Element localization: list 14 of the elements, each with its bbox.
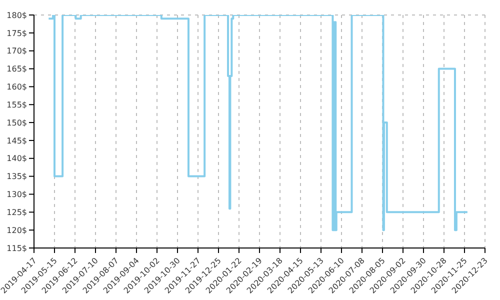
y-tick-label: 140$	[6, 154, 27, 164]
y-tick-label: 150$	[6, 118, 27, 128]
y-tick-label: 115$	[6, 244, 27, 253]
y-tick-label: 125$	[6, 208, 27, 217]
y-tick-label: 130$	[6, 190, 27, 200]
y-tick-label: 180$	[6, 10, 27, 20]
y-tick-label: 165$	[6, 64, 27, 74]
y-tick-label: 175$	[6, 28, 27, 38]
y-tick-label: 145$	[6, 136, 27, 146]
y-tick-label: 135$	[6, 172, 27, 182]
y-tick-label: 155$	[6, 100, 27, 110]
y-tick-label: 120$	[6, 226, 27, 235]
y-tick-label: 160$	[6, 82, 27, 92]
y-tick-label: 170$	[6, 46, 27, 56]
